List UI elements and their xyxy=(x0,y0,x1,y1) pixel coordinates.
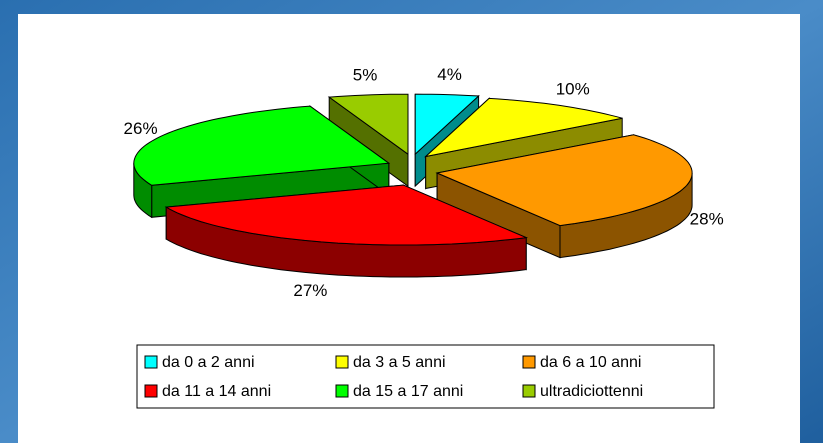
pie-slice xyxy=(164,184,529,278)
data-label: 26% xyxy=(124,119,158,138)
legend-swatch xyxy=(522,355,536,369)
legend-label: da 15 a 17 anni xyxy=(353,383,463,400)
data-label: 10% xyxy=(556,79,590,98)
data-label: 4% xyxy=(437,65,462,84)
legend-swatch xyxy=(522,384,536,398)
slice-top xyxy=(327,93,409,156)
legend: da 0 a 2 anni da 3 a 5 anni da 6 a 10 anni… xyxy=(144,354,643,400)
legend-label: da 3 a 5 anni xyxy=(353,354,446,371)
pie-slice xyxy=(435,134,693,259)
legend-label: da 0 a 2 anni xyxy=(162,354,255,371)
legend-swatch xyxy=(144,355,158,369)
slice-top xyxy=(414,93,480,156)
legend-swatch xyxy=(335,384,349,398)
slice-top xyxy=(133,105,391,186)
legend-label: da 11 a 14 anni xyxy=(162,383,271,400)
data-label: 28% xyxy=(690,209,724,228)
legend-swatch xyxy=(144,384,158,398)
data-label: 27% xyxy=(293,281,327,300)
data-label: 5% xyxy=(353,66,378,85)
legend-box xyxy=(136,344,715,409)
slice-top xyxy=(164,184,529,246)
legend-label: da 6 a 10 anni xyxy=(540,354,641,371)
legend-label: ultradiciottenni xyxy=(540,383,643,400)
plot: 4% 5% 10% 26% 28% 27% xyxy=(124,65,724,300)
slice-top xyxy=(424,97,623,158)
legend-swatch xyxy=(335,355,349,369)
slice-top xyxy=(435,134,693,227)
